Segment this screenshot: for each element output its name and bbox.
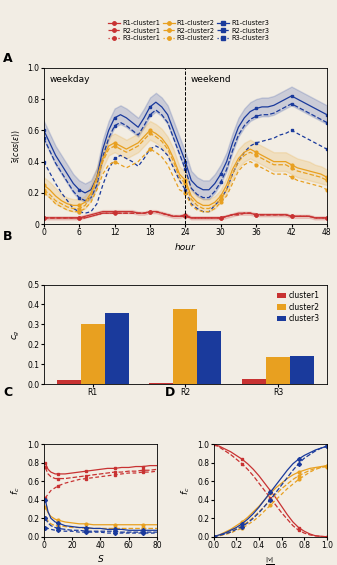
Y-axis label: $\bar{s}(cos(\epsilon))$: $\bar{s}(cos(\epsilon))$ [10,129,22,163]
Legend: R1-cluster1, R2-cluster1, R3-cluster1, R1-cluster2, R2-cluster2, R3-cluster2, R1: R1-cluster1, R2-cluster1, R3-cluster1, R… [105,18,272,44]
Text: weekend: weekend [191,75,232,84]
Legend: cluster1, cluster2, cluster3: cluster1, cluster2, cluster3 [274,288,323,326]
Bar [57,380,81,384]
Text: A: A [3,52,13,65]
Bar [266,357,290,384]
Text: weekday: weekday [50,75,90,84]
Bar [81,324,105,384]
Bar [105,314,129,384]
Bar [197,331,221,384]
Text: C: C [3,385,12,398]
Y-axis label: $c_g$: $c_g$ [11,329,22,340]
X-axis label: S: S [97,555,103,564]
Text: D: D [165,385,175,398]
Y-axis label: $f_c$: $f_c$ [179,486,192,495]
Text: B: B [3,230,13,243]
Bar [173,310,197,384]
Bar [290,356,314,384]
Bar [149,383,173,384]
X-axis label: $\frac{|v|}{|v|}$: $\frac{|v|}{|v|}$ [265,555,275,565]
Bar [242,379,266,384]
X-axis label: hour: hour [175,243,196,252]
Y-axis label: $f_c$: $f_c$ [9,486,22,495]
